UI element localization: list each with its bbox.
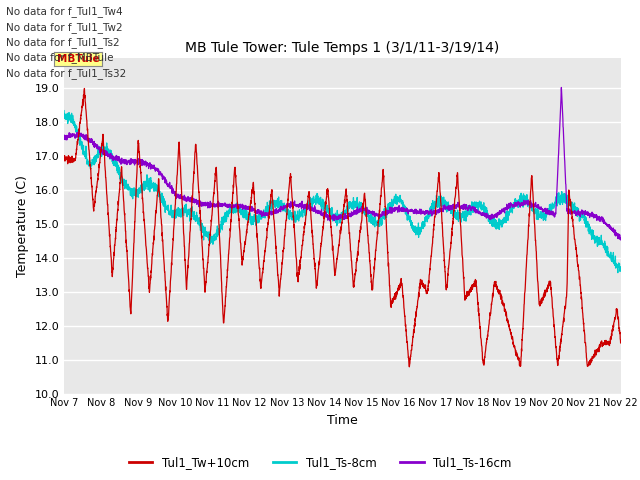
Text: MBTule: MBTule — [57, 54, 100, 64]
Text: No data for f_Tul1_Ts2: No data for f_Tul1_Ts2 — [6, 37, 120, 48]
Text: No data for f_MBTule: No data for f_MBTule — [6, 52, 114, 63]
Y-axis label: Temperature (C): Temperature (C) — [16, 175, 29, 276]
X-axis label: Time: Time — [327, 414, 358, 427]
Legend: Tul1_Tw+10cm, Tul1_Ts-8cm, Tul1_Ts-16cm: Tul1_Tw+10cm, Tul1_Ts-8cm, Tul1_Ts-16cm — [124, 452, 516, 474]
Text: No data for f_Tul1_Ts32: No data for f_Tul1_Ts32 — [6, 68, 127, 79]
Text: No data for f_Tul1_Tw4: No data for f_Tul1_Tw4 — [6, 6, 123, 17]
Title: MB Tule Tower: Tule Temps 1 (3/1/11-3/19/14): MB Tule Tower: Tule Temps 1 (3/1/11-3/19… — [185, 41, 500, 55]
Text: No data for f_Tul1_Tw2: No data for f_Tul1_Tw2 — [6, 22, 123, 33]
